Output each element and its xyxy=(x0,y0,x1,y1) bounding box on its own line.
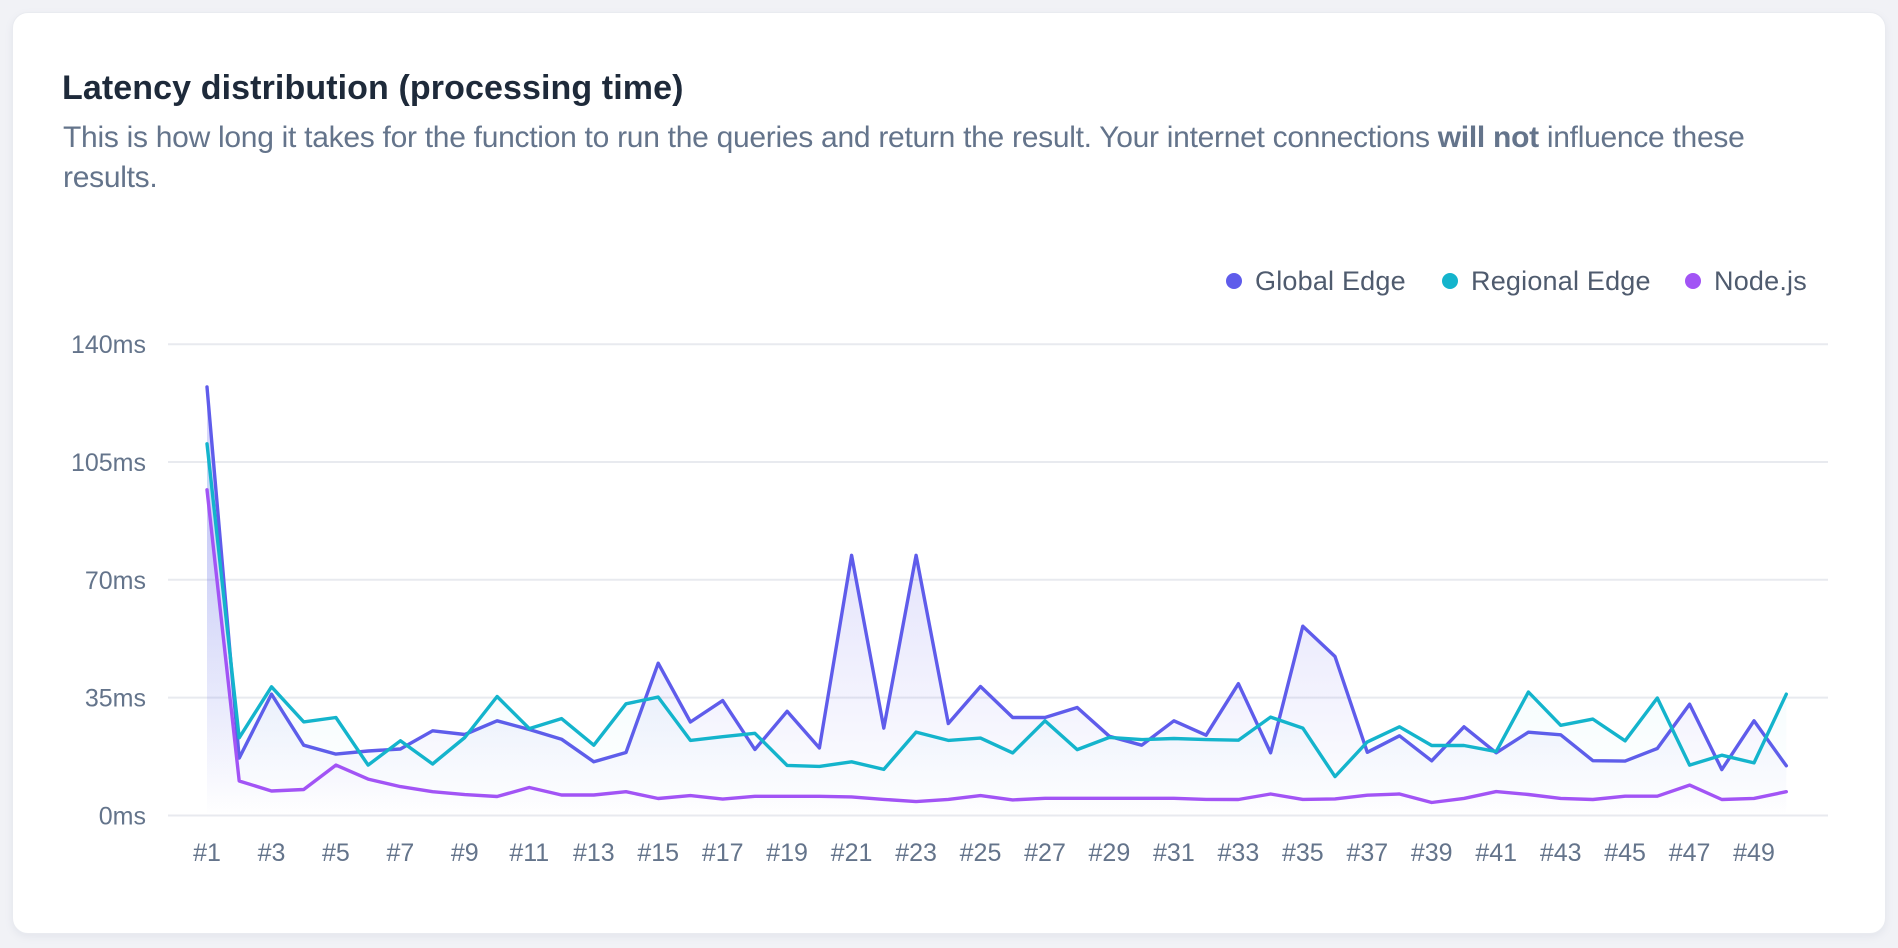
svg-text:35ms: 35ms xyxy=(85,685,146,713)
svg-text:#23: #23 xyxy=(895,839,937,867)
svg-text:#29: #29 xyxy=(1089,839,1131,867)
svg-text:70ms: 70ms xyxy=(85,567,146,595)
svg-text:#33: #33 xyxy=(1218,839,1260,867)
svg-text:#17: #17 xyxy=(702,839,744,867)
svg-text:#9: #9 xyxy=(451,839,479,867)
svg-text:#19: #19 xyxy=(766,839,808,867)
svg-text:#7: #7 xyxy=(386,839,414,867)
svg-text:#1: #1 xyxy=(193,839,221,867)
svg-text:0ms: 0ms xyxy=(99,803,146,831)
svg-text:140ms: 140ms xyxy=(71,331,146,359)
svg-text:#43: #43 xyxy=(1540,839,1582,867)
svg-text:#41: #41 xyxy=(1475,839,1517,867)
svg-text:#45: #45 xyxy=(1604,839,1646,867)
svg-text:#27: #27 xyxy=(1024,839,1066,867)
svg-text:#47: #47 xyxy=(1669,839,1711,867)
svg-text:#11: #11 xyxy=(509,839,549,867)
svg-text:105ms: 105ms xyxy=(71,449,146,477)
svg-text:#49: #49 xyxy=(1733,839,1775,867)
svg-text:#37: #37 xyxy=(1346,839,1388,867)
svg-text:#15: #15 xyxy=(637,839,679,867)
svg-text:#39: #39 xyxy=(1411,839,1453,867)
svg-text:#13: #13 xyxy=(573,839,615,867)
svg-text:#31: #31 xyxy=(1153,839,1195,867)
svg-text:#25: #25 xyxy=(960,839,1002,867)
svg-text:#3: #3 xyxy=(258,839,286,867)
svg-text:#21: #21 xyxy=(831,839,873,867)
svg-text:#35: #35 xyxy=(1282,839,1324,867)
svg-text:#5: #5 xyxy=(322,839,350,867)
